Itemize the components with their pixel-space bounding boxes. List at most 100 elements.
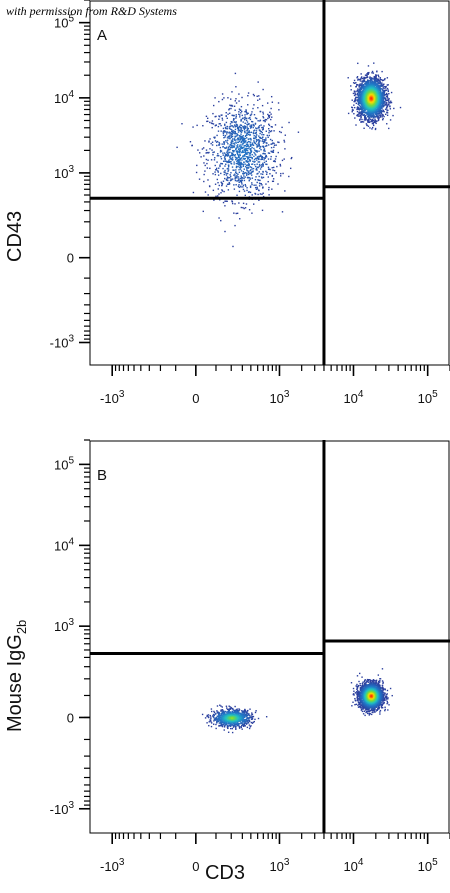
data-point — [369, 89, 371, 91]
data-point — [244, 126, 246, 128]
data-point — [268, 124, 271, 127]
data-point — [238, 163, 241, 165]
data-point — [361, 94, 363, 96]
data-point — [388, 92, 390, 95]
data-point — [230, 175, 232, 178]
data-point — [262, 195, 265, 198]
data-point — [249, 716, 251, 718]
data-point — [238, 129, 241, 132]
data-point — [232, 726, 235, 728]
data-point — [248, 170, 250, 172]
data-point — [234, 224, 236, 227]
data-point — [239, 153, 241, 155]
data-point — [260, 176, 263, 178]
data-point — [239, 158, 241, 160]
data-point — [226, 725, 229, 727]
data-point — [225, 718, 227, 721]
data-point — [375, 79, 377, 82]
data-point — [384, 89, 387, 91]
data-point — [251, 163, 254, 165]
data-point — [212, 173, 214, 175]
data-point — [259, 146, 262, 148]
y-tick-label: 104 — [54, 536, 74, 553]
data-point — [192, 191, 195, 194]
data-point — [238, 108, 241, 110]
data-point — [228, 151, 230, 154]
data-point — [360, 77, 362, 79]
data-point — [371, 116, 374, 118]
data-point — [361, 121, 363, 123]
data-point — [247, 138, 250, 140]
y-tick-label: -103 — [50, 800, 75, 817]
data-point — [246, 132, 248, 135]
data-point — [234, 126, 237, 128]
data-point — [378, 106, 380, 109]
data-point — [246, 126, 248, 128]
data-point — [373, 75, 375, 78]
data-point — [249, 185, 252, 187]
data-point — [351, 99, 353, 101]
data-point — [367, 73, 369, 75]
data-point — [234, 154, 237, 156]
data-point — [250, 721, 253, 724]
data-point — [230, 727, 232, 730]
data-point — [257, 107, 259, 109]
data-point — [230, 121, 232, 123]
data-point — [214, 97, 216, 99]
data-point — [373, 121, 376, 123]
data-point — [224, 720, 227, 723]
data-point — [368, 121, 371, 124]
data-point — [227, 179, 229, 182]
data-point — [238, 708, 240, 710]
data-point — [237, 718, 240, 720]
data-point — [217, 153, 219, 155]
data-point — [376, 115, 378, 118]
data-point — [249, 137, 252, 140]
data-point — [244, 131, 246, 133]
data-point — [227, 727, 229, 729]
data-point — [224, 230, 226, 233]
data-point — [237, 128, 240, 130]
data-point — [378, 83, 380, 85]
data-point — [231, 125, 234, 127]
data-point — [262, 163, 264, 166]
data-point — [228, 127, 231, 130]
data-point — [269, 173, 271, 175]
data-point — [200, 156, 202, 158]
data-point — [272, 149, 275, 152]
data-point — [383, 79, 386, 81]
data-point — [255, 184, 257, 186]
data-point — [351, 107, 354, 109]
data-point — [392, 114, 394, 117]
data-point — [230, 135, 233, 137]
data-point — [267, 113, 269, 116]
data-point — [240, 722, 242, 724]
data-point — [237, 154, 240, 156]
data-point — [384, 103, 386, 106]
data-point — [203, 180, 205, 183]
data-point — [226, 152, 229, 154]
data-point — [214, 171, 216, 173]
data-point — [230, 172, 232, 174]
data-point — [249, 173, 251, 175]
data-point — [360, 117, 362, 119]
data-point — [208, 141, 210, 143]
data-point — [247, 131, 250, 134]
data-point — [220, 219, 222, 222]
data-point — [263, 139, 266, 141]
data-point — [240, 163, 242, 166]
data-point — [250, 124, 252, 126]
y-tick-label: 103 — [54, 617, 74, 634]
data-point — [229, 134, 231, 136]
data-point — [216, 705, 219, 707]
data-point — [254, 153, 256, 155]
data-point — [220, 155, 222, 158]
data-point — [235, 712, 237, 714]
data-point — [224, 134, 227, 137]
data-point — [380, 111, 382, 114]
data-point — [221, 718, 223, 720]
data-point — [366, 124, 368, 126]
data-point — [374, 74, 377, 76]
data-point — [361, 77, 364, 80]
data-point — [256, 95, 258, 98]
